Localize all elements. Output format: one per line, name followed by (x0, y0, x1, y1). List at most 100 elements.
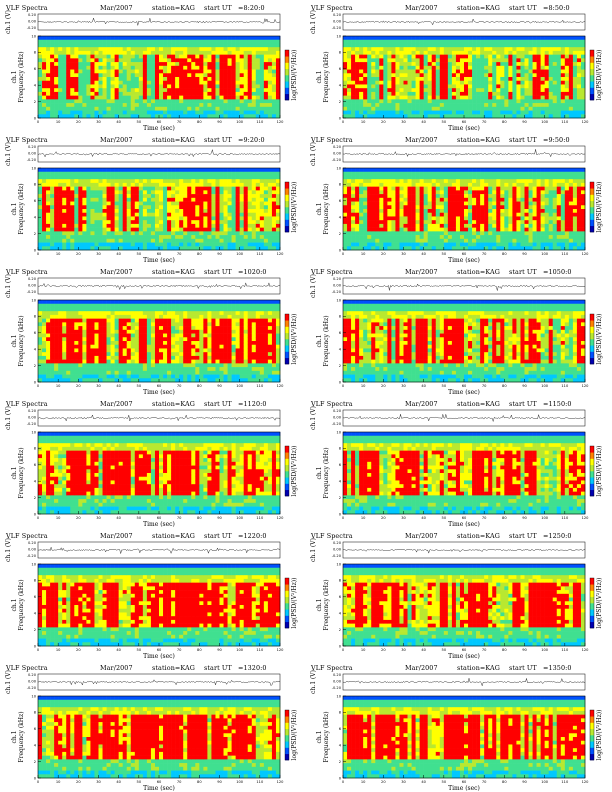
psd-cell (42, 238, 47, 243)
psd-cell (195, 106, 200, 111)
title-start-ut: =9:20:0 (238, 136, 265, 144)
psd-cell (472, 242, 477, 247)
psd-cell (46, 47, 51, 52)
psd-cell (488, 47, 493, 52)
psd-cell (379, 179, 384, 184)
psd-cell (163, 88, 168, 93)
psd-cell (38, 212, 43, 217)
psd-cell (464, 205, 469, 210)
psd-cell (50, 91, 55, 96)
psd-cell (464, 43, 469, 48)
psd-cell (455, 99, 461, 104)
x-tick-label: 90 (217, 252, 222, 256)
psd-cell (484, 80, 489, 85)
psd-cell (399, 212, 404, 217)
psd-cell (171, 209, 176, 214)
psd-cell (54, 238, 59, 243)
psd-cell (560, 80, 566, 85)
psd-cell (427, 201, 433, 206)
psd-cell (459, 114, 465, 119)
psd-cell (102, 242, 107, 247)
psd-cell (480, 58, 485, 63)
psd-cell (82, 106, 87, 111)
psd-cell (443, 190, 449, 195)
psd-cell (207, 95, 212, 100)
psd-cell (271, 43, 277, 48)
psd-cell (459, 106, 465, 111)
psd-cell (391, 246, 396, 251)
psd-cell (528, 73, 533, 78)
psd-cell (167, 39, 172, 44)
psd-cell (66, 171, 71, 176)
psd-cell (459, 227, 465, 232)
psd-cell (146, 80, 152, 85)
psd-cell (98, 99, 103, 104)
psd-cell (223, 216, 228, 221)
psd-cell (484, 201, 489, 206)
psd-cell (195, 190, 200, 195)
psd-cell (464, 186, 469, 191)
psd-cell (187, 77, 192, 82)
psd-cell (528, 47, 533, 52)
psd-cell (130, 186, 136, 191)
psd-cell (150, 58, 156, 63)
psd-cell (42, 106, 47, 111)
psd-cell (171, 110, 176, 115)
psd-cell (42, 103, 47, 108)
psd-cell (110, 73, 115, 78)
psd-cell (86, 69, 91, 74)
psd-cell (247, 205, 253, 210)
psd-cell (66, 242, 71, 247)
psd-cell (134, 99, 140, 104)
psd-cell (355, 190, 360, 195)
psd-cell (375, 65, 380, 70)
psd-cell (544, 88, 549, 93)
psd-cell (359, 190, 364, 195)
psd-cell (451, 54, 457, 59)
psd-cell (159, 227, 164, 232)
psd-cell (82, 36, 87, 41)
psd-cell (399, 227, 404, 232)
psd-cell (259, 209, 265, 214)
psd-cell (275, 197, 281, 202)
psd-cell (560, 99, 566, 104)
psd-cell (211, 231, 216, 236)
psd-cell (191, 168, 196, 173)
psd-cell (383, 62, 388, 67)
psd-cell (516, 77, 521, 82)
colorbar (284, 181, 290, 233)
psd-cell (90, 182, 95, 187)
psd-cell (367, 171, 372, 176)
psd-cell (472, 168, 477, 173)
psd-cell (259, 182, 265, 187)
psd-cell (50, 246, 55, 251)
psd-cell (215, 106, 220, 111)
psd-cell (203, 91, 208, 96)
psd-cell (154, 194, 160, 199)
psd-cell (516, 58, 521, 63)
x-tick-label: 50 (137, 120, 142, 124)
psd-cell (472, 194, 477, 199)
psd-cell (106, 39, 111, 44)
psd-cell (427, 88, 433, 93)
psd-cell (263, 197, 269, 202)
psd-cell (74, 106, 79, 111)
psd-cell (443, 209, 449, 214)
psd-cell (118, 186, 123, 191)
psd-cell (122, 39, 128, 44)
psd-cell (102, 186, 107, 191)
psd-cell (74, 201, 79, 206)
psd-cell (130, 54, 136, 59)
psd-cell (484, 190, 489, 195)
psd-cell (42, 99, 47, 104)
psd-cell (130, 209, 136, 214)
psd-cell (439, 88, 445, 93)
psd-cell (146, 50, 152, 55)
psd-cell (476, 238, 481, 243)
psd-cell (363, 103, 368, 108)
psd-cell (106, 186, 111, 191)
psd-cell (383, 212, 388, 217)
psd-cell (472, 223, 477, 228)
psd-cell (520, 36, 525, 41)
psd-cell (154, 168, 160, 173)
